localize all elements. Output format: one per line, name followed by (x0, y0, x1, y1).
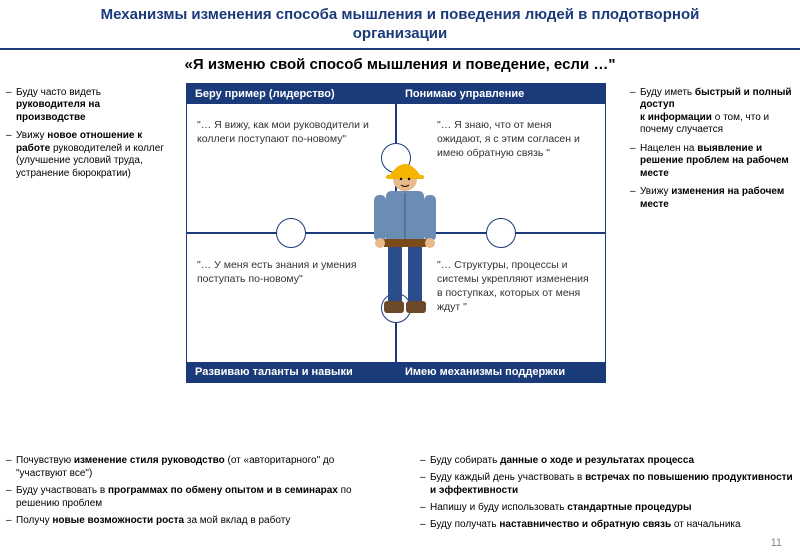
list-item: Напишу и буду использовать стандартные п… (420, 501, 794, 514)
list-item: Почувствую изменение стиля руководство (… (6, 454, 380, 480)
title-divider (0, 48, 800, 50)
list-item: Буду получать наставничество и обратную … (420, 518, 794, 531)
bottom-lists: Почувствую изменение стиля руководство (… (6, 454, 794, 535)
bottom-left-list: Почувствую изменение стиля руководство (… (6, 454, 380, 535)
subtitle: «Я изменю свой способ мышления и поведен… (0, 56, 800, 79)
left-side-list: Буду часто видеть руководителя на произв… (6, 87, 170, 187)
list-item: Увижу изменения на рабочем месте (630, 186, 794, 211)
list-item: Буду участвовать в программах по обмену … (6, 484, 380, 510)
puzzle-knob (486, 218, 516, 248)
list-item: Буду часто видеть руководителя на произв… (6, 87, 170, 125)
bottom-right-list: Буду собирать данные о ходе и результата… (420, 454, 794, 535)
page-title: Механизмы изменения способа мышления и п… (0, 0, 800, 48)
puzzle-body: "… Я вижу, как мои руководители и коллег… (187, 104, 395, 160)
list-item: Увижу новое отношение к работе руководит… (6, 130, 170, 180)
main-stage: Буду часто видеть руководителя на произв… (0, 79, 800, 389)
list-item: Буду собирать данные о ходе и результата… (420, 454, 794, 467)
worker-icon (370, 149, 440, 329)
list-item: Получу новые возможности роста за мой вк… (6, 514, 380, 527)
puzzle-header: Развиваю таланты и навыки (187, 362, 395, 382)
list-item: Нацелен на выявление и решение проблем н… (630, 143, 794, 181)
page-number: 11 (771, 537, 782, 549)
puzzle-knob (276, 218, 306, 248)
right-side-list: Буду иметь быстрый и полный доступ к инф… (630, 87, 794, 218)
puzzle-piece-talents: "… У меня есть знания и умения поступать… (186, 233, 396, 383)
list-item: Буду каждый день участвовать в встречах … (420, 471, 794, 497)
list-item: Буду иметь быстрый и полный доступ к инф… (630, 87, 794, 137)
puzzle-header: Беру пример (лидерство) (187, 84, 395, 104)
puzzle-header: Имею механизмы поддержки (397, 362, 605, 382)
puzzle-piece-leadership: Беру пример (лидерство) "… Я вижу, как м… (186, 83, 396, 233)
puzzle-header: Понимаю управление (397, 84, 605, 104)
